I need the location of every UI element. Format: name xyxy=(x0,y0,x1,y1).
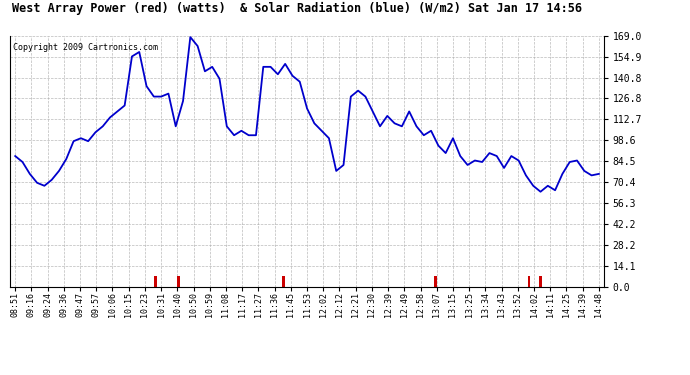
Text: Copyright 2009 Cartronics.com: Copyright 2009 Cartronics.com xyxy=(13,43,158,52)
Bar xyxy=(528,276,530,287)
Bar xyxy=(154,276,157,287)
Bar xyxy=(540,276,542,287)
Bar xyxy=(177,276,180,287)
Text: West Array Power (red) (watts)  & Solar Radiation (blue) (W/m2) Sat Jan 17 14:56: West Array Power (red) (watts) & Solar R… xyxy=(12,2,582,15)
Bar xyxy=(434,276,437,287)
Bar xyxy=(282,276,285,287)
